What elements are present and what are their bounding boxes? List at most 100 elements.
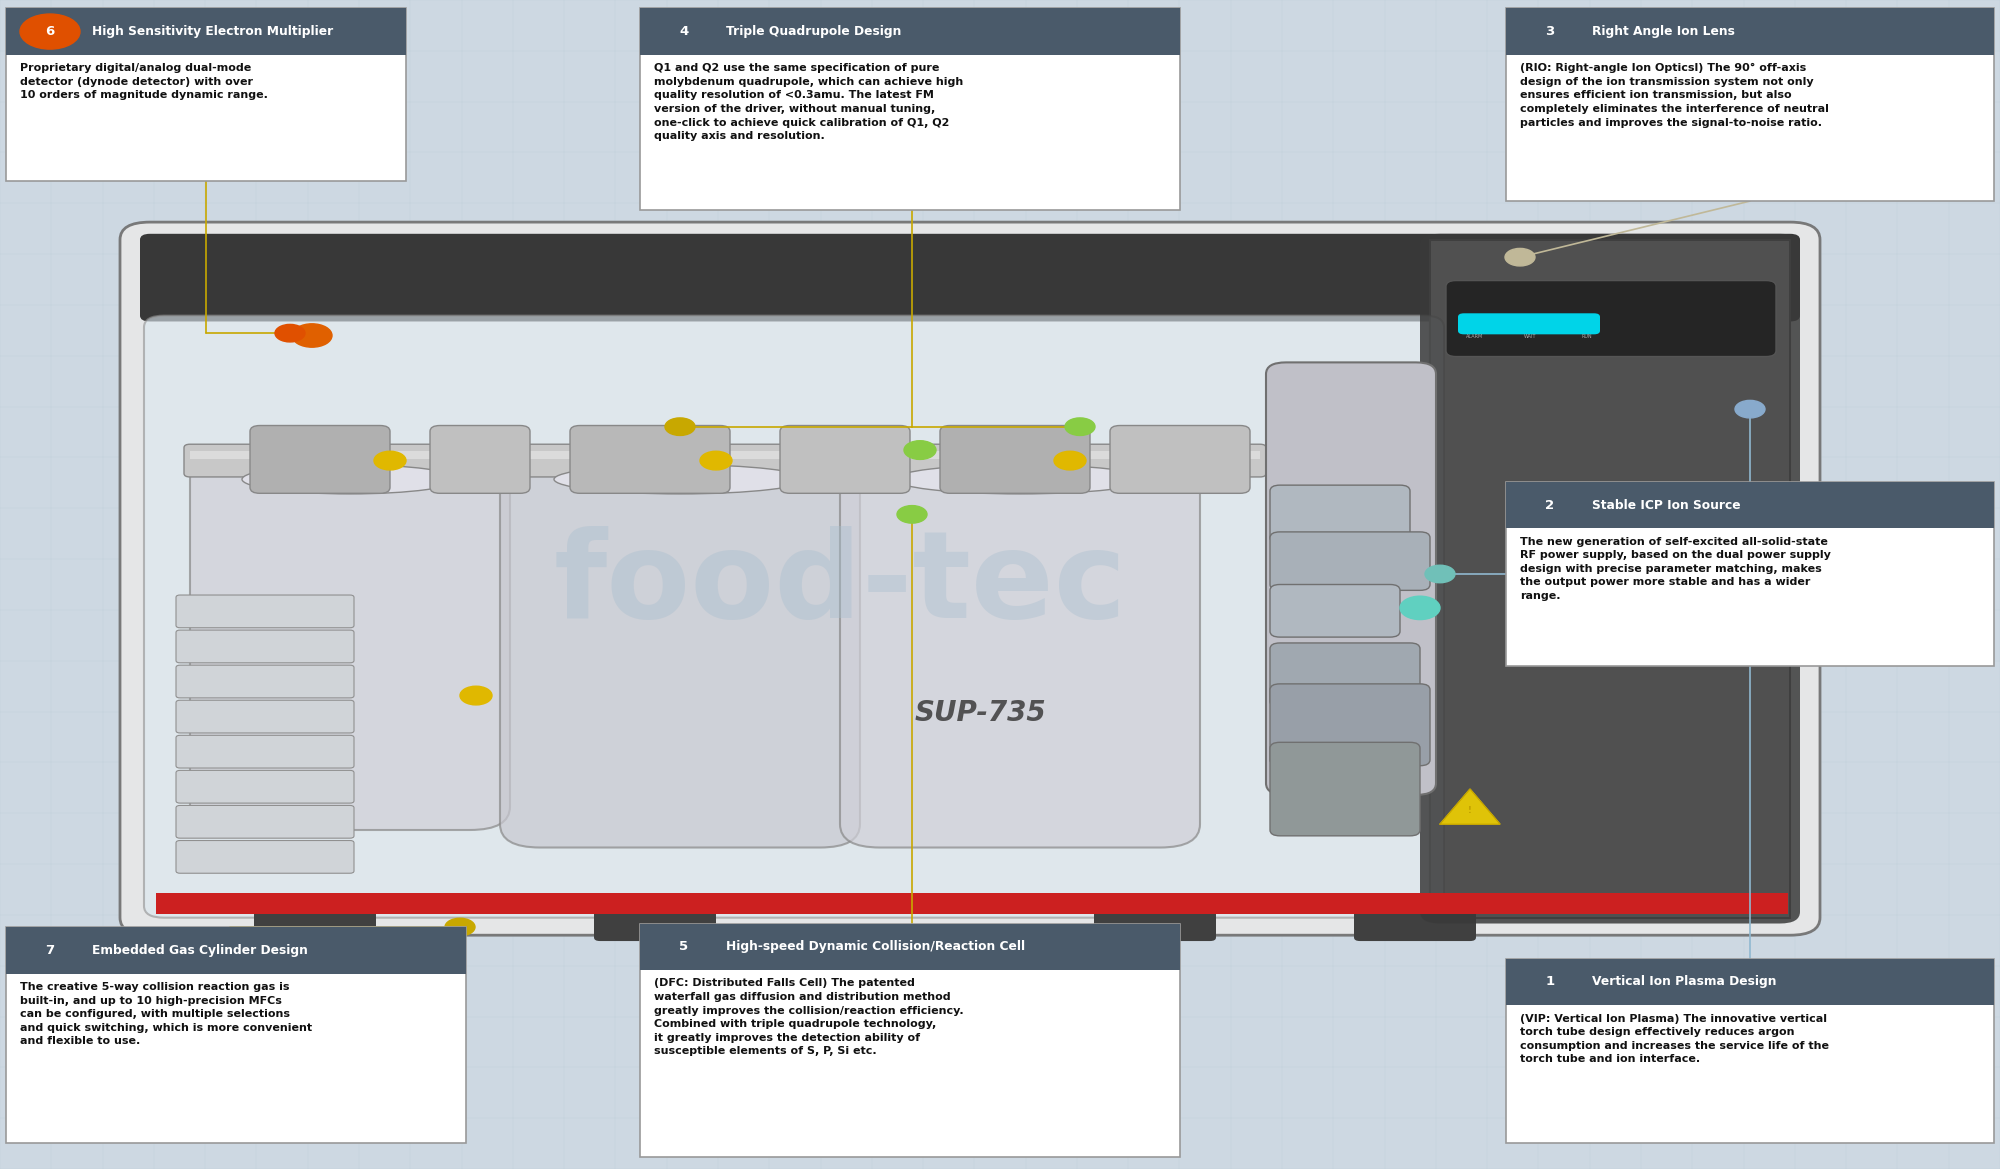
FancyBboxPatch shape	[430, 426, 530, 493]
Text: The creative 5-way collision reaction gas is
built-in, and up to 10 high-precisi: The creative 5-way collision reaction ga…	[20, 982, 312, 1046]
Circle shape	[664, 417, 696, 436]
Circle shape	[1424, 566, 1456, 583]
Text: SUP-735: SUP-735	[914, 699, 1046, 727]
FancyBboxPatch shape	[1266, 362, 1436, 795]
Text: 4: 4	[680, 25, 688, 39]
Circle shape	[1736, 400, 1766, 419]
Circle shape	[904, 441, 936, 459]
FancyBboxPatch shape	[1354, 908, 1476, 941]
FancyBboxPatch shape	[940, 426, 1090, 493]
FancyBboxPatch shape	[176, 595, 354, 628]
Polygon shape	[1440, 789, 1500, 824]
FancyBboxPatch shape	[190, 456, 510, 830]
FancyBboxPatch shape	[176, 630, 354, 663]
FancyBboxPatch shape	[500, 456, 860, 848]
Circle shape	[444, 919, 476, 935]
Text: The new generation of self-excited all-solid-state
RF power supply, based on the: The new generation of self-excited all-s…	[1520, 537, 1830, 601]
FancyBboxPatch shape	[840, 456, 1200, 848]
Bar	[1506, 959, 1994, 1143]
FancyBboxPatch shape	[184, 444, 1266, 477]
FancyBboxPatch shape	[1270, 485, 1410, 544]
Bar	[1506, 482, 1994, 666]
Text: WAIT: WAIT	[1524, 334, 1536, 339]
FancyBboxPatch shape	[1270, 643, 1420, 707]
Text: 3: 3	[1546, 25, 1554, 39]
FancyBboxPatch shape	[1094, 908, 1216, 941]
FancyBboxPatch shape	[254, 908, 376, 941]
Circle shape	[700, 451, 732, 470]
Circle shape	[1064, 417, 1096, 436]
Text: !: !	[1468, 805, 1472, 815]
FancyBboxPatch shape	[1458, 313, 1600, 334]
Circle shape	[20, 933, 80, 968]
FancyBboxPatch shape	[1270, 584, 1400, 637]
FancyBboxPatch shape	[190, 451, 1260, 459]
Text: 5: 5	[680, 940, 688, 954]
Circle shape	[1520, 14, 1580, 49]
Circle shape	[292, 324, 332, 347]
Bar	[640, 924, 1180, 1157]
Text: High-speed Dynamic Collision/Reaction Cell: High-speed Dynamic Collision/Reaction Ce…	[726, 940, 1026, 954]
FancyBboxPatch shape	[1270, 684, 1430, 766]
Text: food-tec: food-tec	[554, 526, 1126, 643]
Circle shape	[1400, 596, 1440, 620]
Circle shape	[374, 451, 406, 470]
Circle shape	[1520, 964, 1580, 999]
Ellipse shape	[242, 464, 458, 493]
Text: 1: 1	[1546, 975, 1554, 989]
FancyBboxPatch shape	[1270, 742, 1420, 836]
FancyBboxPatch shape	[156, 893, 1788, 914]
FancyBboxPatch shape	[176, 770, 354, 803]
FancyBboxPatch shape	[140, 234, 1800, 321]
Text: Right Angle Ion Lens: Right Angle Ion Lens	[1592, 25, 1734, 39]
FancyBboxPatch shape	[176, 841, 354, 873]
FancyBboxPatch shape	[120, 222, 1820, 935]
Circle shape	[1520, 487, 1580, 523]
Bar	[1506, 8, 1994, 201]
Circle shape	[460, 686, 492, 705]
Text: RUN: RUN	[1582, 334, 1592, 339]
FancyBboxPatch shape	[570, 426, 730, 493]
FancyBboxPatch shape	[144, 316, 1444, 918]
Circle shape	[1054, 451, 1086, 470]
Text: ALARM: ALARM	[1466, 334, 1484, 339]
Ellipse shape	[554, 465, 806, 494]
Text: Q1 and Q2 use the same specification of pure
molybdenum quadrupole, which can ac: Q1 and Q2 use the same specification of …	[654, 63, 964, 141]
Text: 2: 2	[1546, 498, 1554, 512]
Bar	[1506, 959, 1994, 1005]
Text: (VIP: Vertical Ion Plasma) The innovative vertical
torch tube design effectively: (VIP: Vertical Ion Plasma) The innovativ…	[1520, 1014, 1828, 1064]
Bar	[1506, 482, 1994, 528]
FancyBboxPatch shape	[780, 426, 910, 493]
Text: Vertical Ion Plasma Design: Vertical Ion Plasma Design	[1592, 975, 1776, 989]
Text: Stable ICP Ion Source: Stable ICP Ion Source	[1592, 498, 1740, 512]
FancyBboxPatch shape	[176, 665, 354, 698]
Text: 6: 6	[46, 25, 54, 39]
FancyBboxPatch shape	[1420, 234, 1800, 924]
Text: (RIO: Right-angle Ion Opticsl) The 90° off-axis
design of the ion transmission s: (RIO: Right-angle Ion Opticsl) The 90° o…	[1520, 63, 1828, 127]
Bar	[6, 927, 466, 1143]
FancyBboxPatch shape	[1446, 281, 1776, 357]
FancyBboxPatch shape	[176, 700, 354, 733]
Bar	[640, 8, 1180, 210]
Text: 7: 7	[46, 943, 54, 957]
Text: High Sensitivity Electron Multiplier: High Sensitivity Electron Multiplier	[92, 25, 334, 39]
Bar	[640, 8, 1180, 55]
Ellipse shape	[894, 465, 1146, 494]
Circle shape	[20, 14, 80, 49]
Bar	[6, 927, 466, 974]
Text: (DFC: Distributed Falls Cell) The patented
waterfall gas diffusion and distribut: (DFC: Distributed Falls Cell) The patent…	[654, 978, 964, 1057]
Bar	[1506, 8, 1994, 55]
Bar	[640, 924, 1180, 970]
Bar	[6, 8, 406, 181]
Text: Embedded Gas Cylinder Design: Embedded Gas Cylinder Design	[92, 943, 308, 957]
Circle shape	[896, 505, 928, 524]
FancyBboxPatch shape	[176, 805, 354, 838]
Circle shape	[654, 14, 714, 49]
FancyBboxPatch shape	[594, 908, 716, 941]
FancyBboxPatch shape	[250, 426, 390, 493]
Bar	[6, 8, 406, 55]
Circle shape	[276, 325, 304, 343]
FancyBboxPatch shape	[1270, 532, 1430, 590]
Circle shape	[654, 929, 714, 964]
Circle shape	[1506, 248, 1536, 267]
